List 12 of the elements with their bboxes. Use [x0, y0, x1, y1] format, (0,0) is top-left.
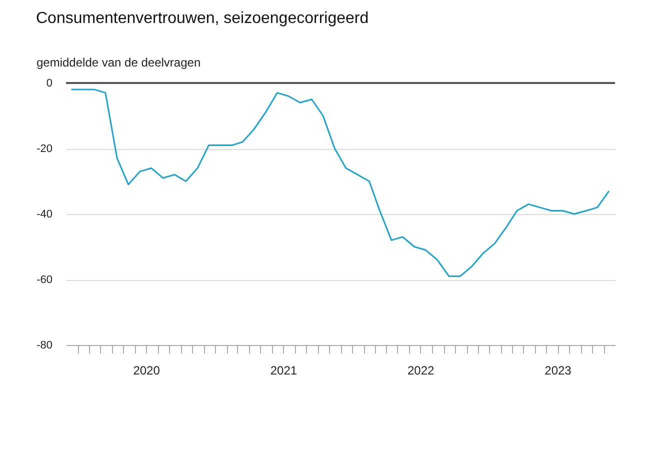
y-tick-label: 0 — [46, 78, 52, 90]
x-tick-label: 2020 — [133, 364, 160, 378]
line-series — [70, 88, 610, 277]
y-tick-label: -40 — [36, 208, 52, 220]
chart-title: Consumentenvertrouwen, seizoengecorrigeerd — [36, 10, 369, 27]
x-tick-label: 2023 — [544, 364, 572, 378]
y-tick-label: -20 — [36, 143, 52, 155]
y-axis-title: gemiddelde van de deelvragen — [36, 56, 201, 70]
x-tick-label: 2022 — [408, 364, 435, 378]
y-tick-label: -80 — [36, 340, 52, 352]
x-tick-label: 2021 — [270, 364, 298, 378]
y-tick-label: -60 — [36, 274, 52, 286]
